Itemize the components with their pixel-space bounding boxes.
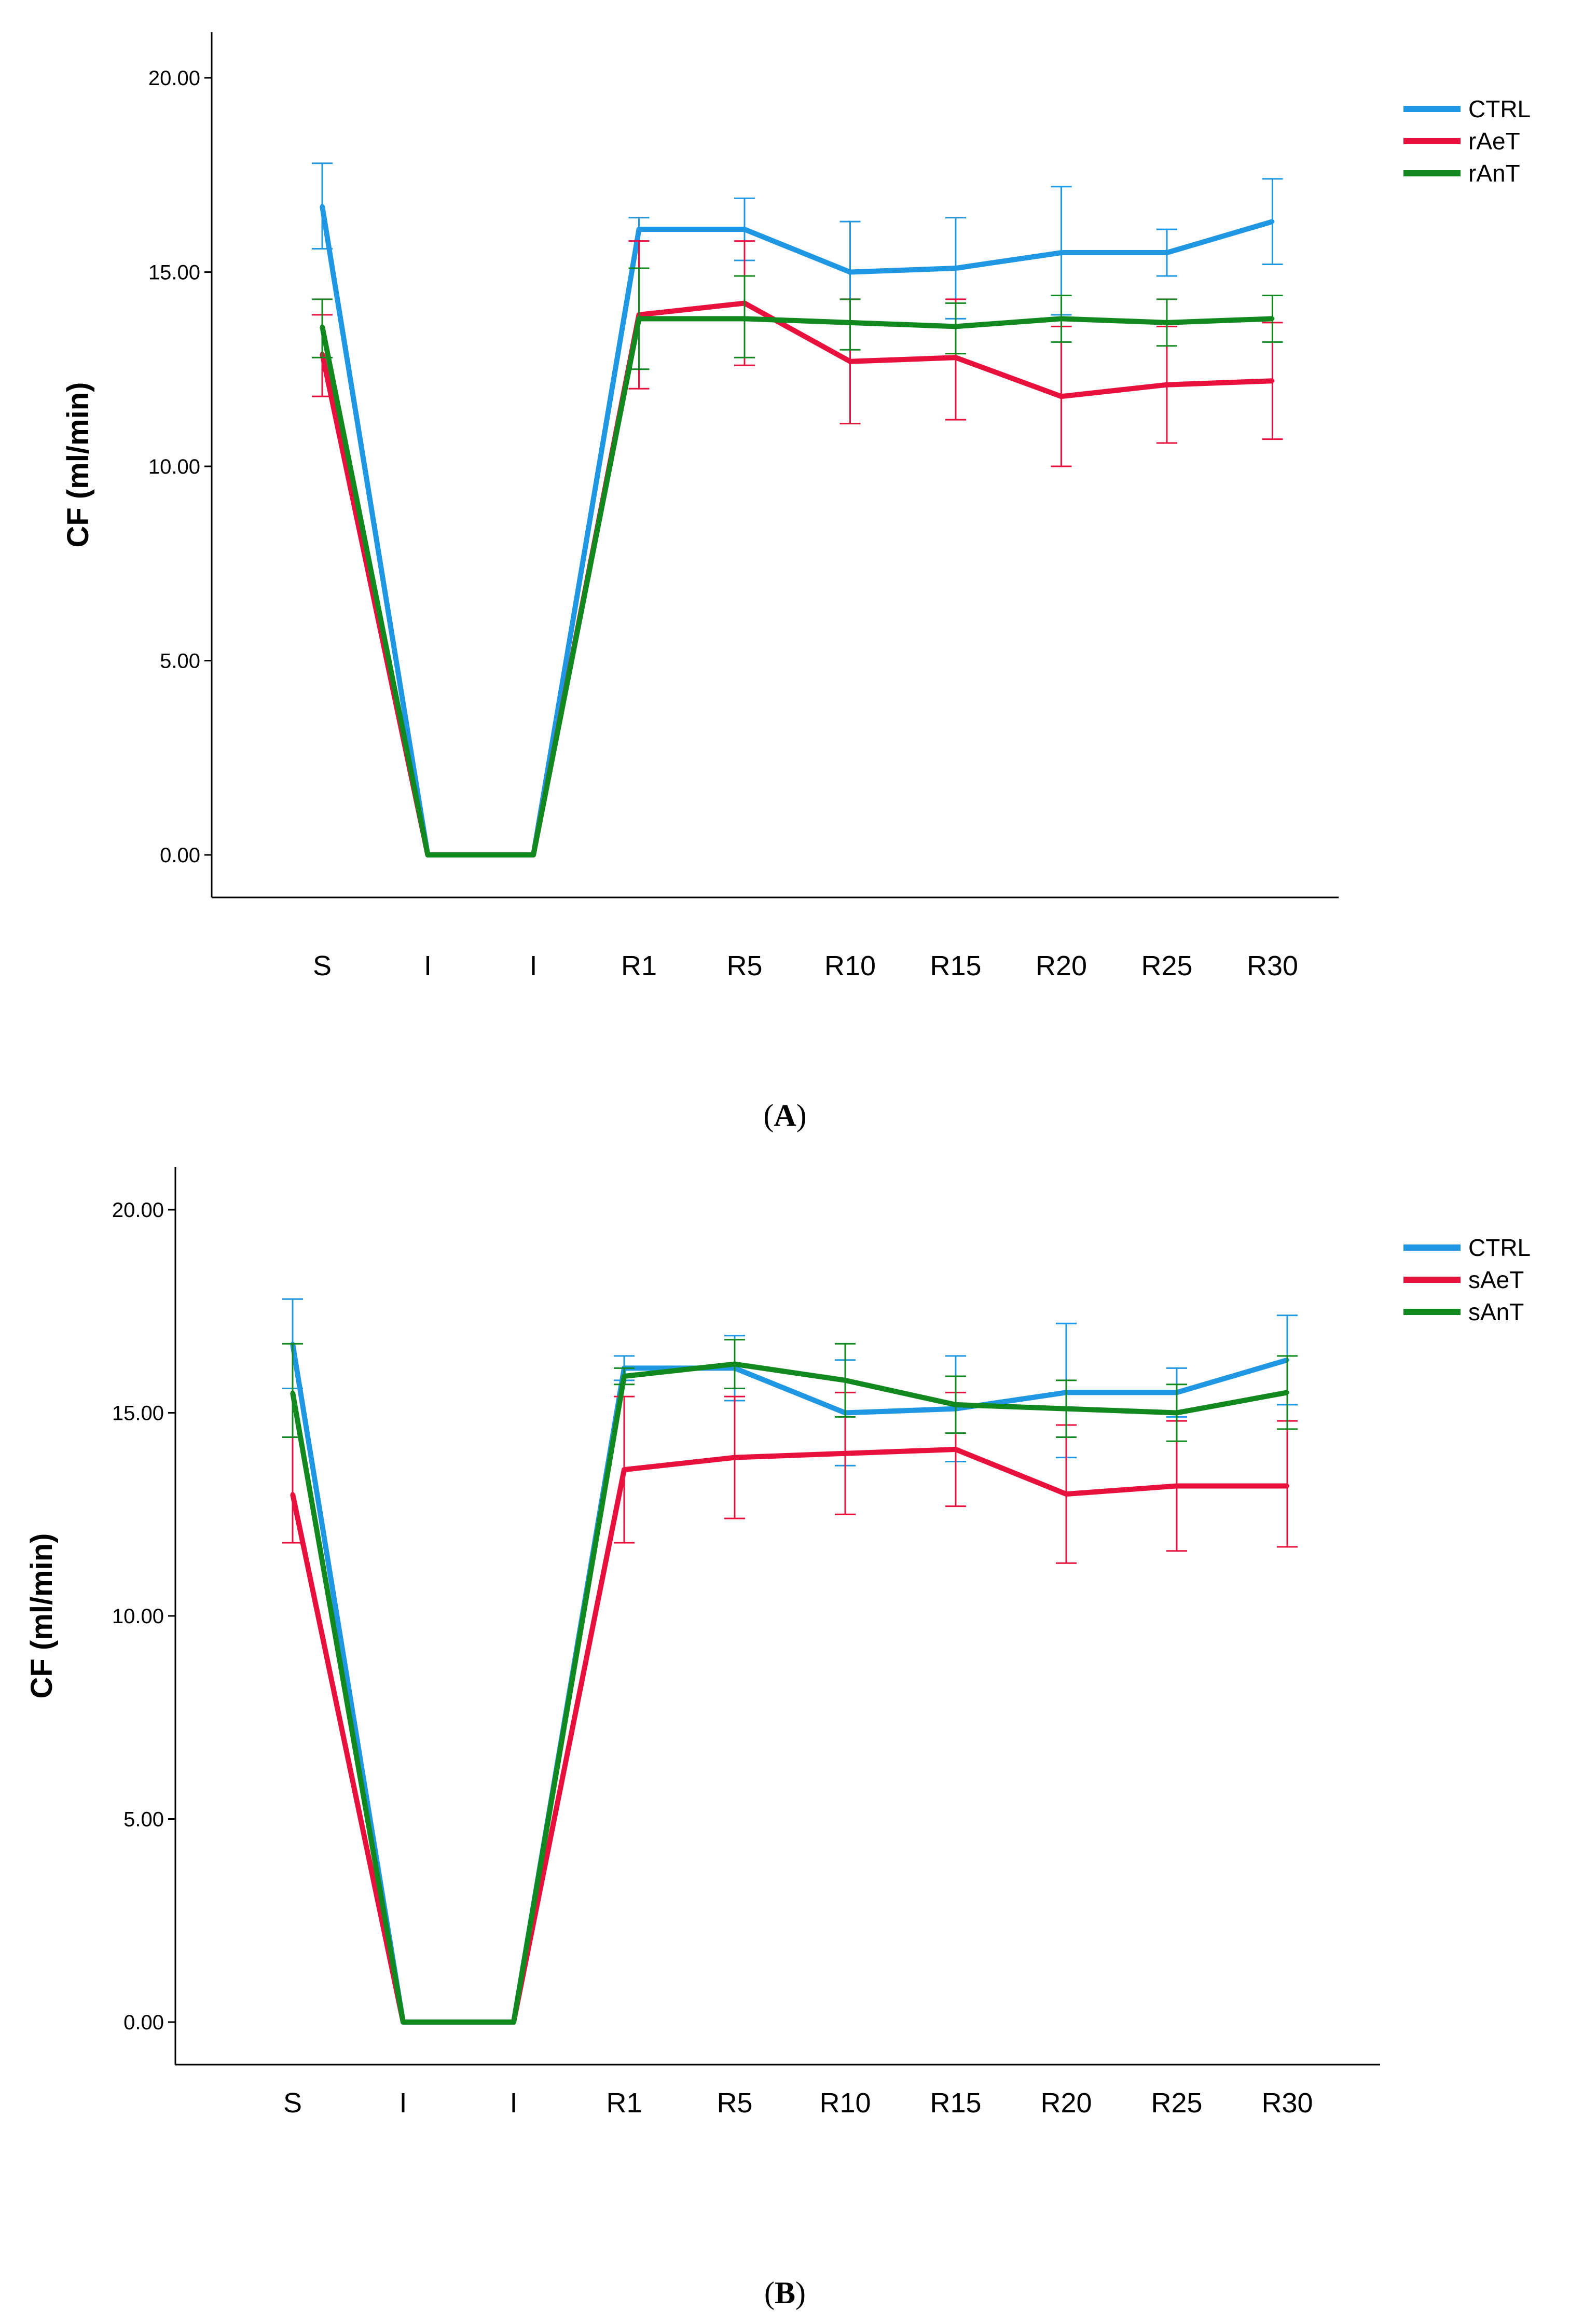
data-point [742,227,747,232]
data-point [291,1492,295,1497]
data-point [622,1468,626,1472]
data-point [954,1447,958,1451]
data-point [1285,1484,1289,1488]
series-line [290,1361,1288,2025]
chart-panel-a: 0.00 5.00 10.00 15.00 20.00 CF (ml/min) S I I R1 R… [61,32,1531,1132]
x-tick-label: S [313,950,332,981]
y-tick-label: 5.00 [123,1808,164,1831]
panel-letter: B [775,2276,795,2310]
data-point [291,1390,295,1395]
data-point [1270,379,1275,383]
data-point [512,2020,516,2024]
x-tick-label: R5 [717,2087,752,2119]
data-point [1165,320,1169,325]
data-point [1165,382,1169,387]
legend-label: CTRL [1468,1234,1531,1261]
panel-label: (B) [764,2276,806,2310]
data-point [954,355,958,360]
data-point [1064,1406,1068,1411]
data-point [1270,219,1275,224]
y-tick-label: 0.00 [160,844,200,867]
data-point [1175,1410,1179,1415]
data-point [843,1451,847,1456]
y-tick-label: 0.00 [123,2011,164,2034]
x-tick-label: S [283,2087,302,2119]
y-tick-label: 10.00 [148,455,200,478]
data-point [843,1378,847,1382]
data-point [401,2020,405,2024]
x-tick-label: R20 [1036,950,1087,981]
series-sant [282,1339,1298,2025]
data-point [637,227,641,232]
x-tick-label: R5 [726,950,762,981]
data-point [320,324,324,329]
x-tick-label: R30 [1247,950,1298,981]
data-point [733,1362,737,1366]
x-tick-label: R10 [819,2087,871,2119]
data-point [1059,251,1064,255]
x-tick-label: I [529,950,537,981]
y-tick-label: 15.00 [148,261,200,284]
data-point [733,1455,737,1460]
x-tick-label: R15 [930,950,981,981]
series-line [290,1446,1287,2025]
series-line [320,300,1273,857]
y-axis-label: CF (ml/min) [25,1533,59,1699]
data-point [848,270,852,274]
y-tick-label: 5.00 [160,650,200,673]
x-tick-label: R1 [621,950,657,981]
series-line [320,205,1273,857]
data-point [320,204,324,209]
data-point [622,1374,626,1379]
data-point [1165,251,1169,255]
series-line [320,316,1273,857]
legend-label: sAnT [1468,1298,1524,1325]
x-tick-label: I [399,2087,407,2119]
data-point [742,316,747,321]
data-point [1064,1492,1068,1497]
data-point [1285,1390,1289,1395]
x-tick-label: R25 [1141,950,1192,981]
legend-label: CTRL [1468,95,1531,122]
x-tick-label: R20 [1040,2087,1092,2119]
x-tick-label: R1 [606,2087,642,2119]
data-point [848,359,852,364]
legend-label: rAnT [1468,160,1520,187]
data-point [954,1402,958,1407]
series-rant [312,267,1283,857]
legend-label: rAeT [1468,128,1520,155]
panel-letter: A [774,1098,796,1132]
series-saet [282,1391,1298,2025]
panel-label: (A) [763,1098,806,1132]
y-tick-label: 20.00 [112,1199,164,1222]
x-tick-label: I [509,2087,517,2119]
data-point [637,316,641,321]
data-point [1059,394,1064,399]
y-axis-label: CF (ml/min) [61,382,95,548]
data-point [425,853,430,857]
chart-panel-b: 0.00 5.00 10.00 15.00 20.00 CF (ml/min) S I I R1 R… [25,1167,1531,2310]
data-point [954,266,958,271]
legend-label: sAeT [1468,1266,1524,1293]
x-tick-label: I [424,950,432,981]
data-point [1270,316,1275,321]
data-point [1175,1484,1179,1488]
series-ctrl [282,1298,1298,2025]
x-tick-label: R25 [1151,2087,1202,2119]
y-tick-label: 20.00 [148,67,200,90]
series-raet [312,240,1283,857]
data-point [531,853,535,857]
x-tick-label: R30 [1261,2087,1313,2119]
y-tick-label: 10.00 [112,1605,164,1628]
data-point [1059,316,1064,321]
x-tick-label: R10 [824,950,876,981]
y-tick-label: 15.00 [112,1402,164,1425]
data-point [848,320,852,325]
series-line [290,1343,1288,2025]
x-tick-label: R15 [930,2087,981,2119]
data-point [954,324,958,329]
series-ctrl [312,162,1283,857]
